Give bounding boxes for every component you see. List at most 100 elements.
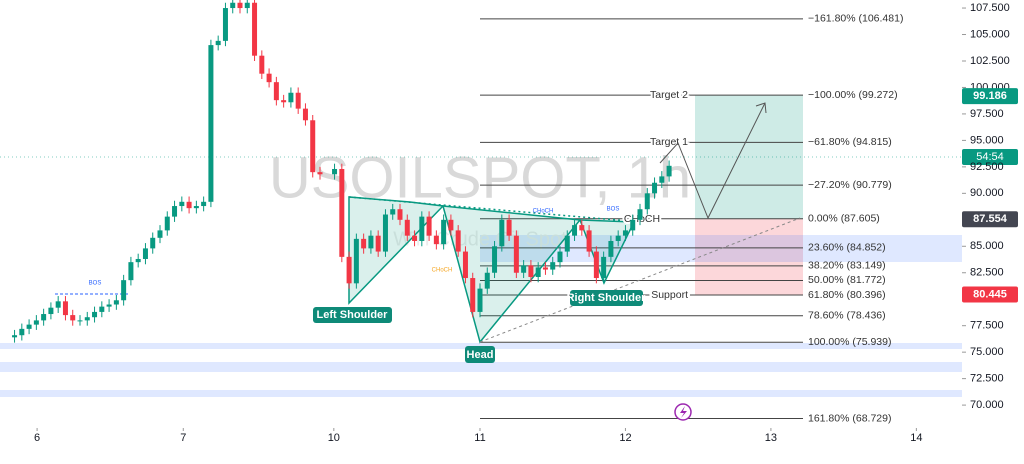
candle-body	[637, 209, 643, 220]
candle-body	[368, 235, 374, 249]
price-tag-label: 80.445	[973, 288, 1007, 300]
candle-body	[84, 317, 90, 321]
candle-body	[33, 320, 39, 325]
candle-body	[310, 120, 316, 173]
level-name: Target 1	[650, 136, 688, 148]
fib-label: 50.00% (81.772)	[808, 274, 886, 286]
y-tick-label: 82.500	[970, 267, 1004, 279]
price-tag	[962, 88, 1018, 105]
candle-body	[252, 2, 258, 56]
candle-body	[106, 304, 112, 307]
y-tick-label: 90.000	[970, 187, 1004, 199]
candle-body	[179, 201, 185, 207]
candle-body	[564, 235, 570, 252]
candle-body	[455, 230, 461, 252]
candle-body	[281, 100, 287, 103]
candle-body	[48, 307, 54, 315]
candle-body	[12, 335, 18, 338]
candle-body	[332, 168, 338, 175]
candle-body	[41, 314, 47, 321]
candle-body	[208, 45, 214, 202]
fib-label: 100.00% (75.939)	[808, 336, 891, 348]
candle-body	[652, 182, 658, 194]
candle-body	[70, 315, 76, 321]
candle-body	[492, 246, 498, 273]
y-tick-label: 85.000	[970, 240, 1004, 252]
y-tick-label: 70.000	[970, 399, 1004, 411]
candle-body	[172, 206, 178, 217]
x-tick-label: 11	[474, 432, 485, 444]
candle-body	[397, 209, 403, 220]
price-tag-label: 99.186	[973, 90, 1007, 102]
candle-body	[608, 240, 614, 257]
candle-body	[412, 235, 418, 241]
stop-zone	[695, 219, 803, 295]
x-tick-label: 7	[180, 432, 186, 444]
candle-body	[19, 328, 25, 336]
candle-body	[92, 311, 98, 318]
zone-band	[0, 390, 962, 397]
candle-body	[390, 209, 396, 215]
price-tag-label: 87.554	[973, 213, 1008, 225]
candle-body	[237, 2, 243, 9]
candle-body	[470, 278, 476, 312]
y-tick-label: 97.500	[970, 108, 1004, 120]
candle-body	[201, 201, 207, 207]
candle-body	[121, 280, 127, 301]
candle-body	[273, 82, 279, 101]
candle-body	[346, 256, 352, 284]
candle-body	[513, 235, 519, 273]
label-box	[570, 290, 643, 306]
fib-label: 0.00% (87.605)	[808, 212, 880, 224]
x-tick-label: 14	[910, 432, 922, 444]
y-tick-label: 107.500	[970, 2, 1010, 14]
candle-body	[361, 238, 367, 249]
countdown: 54:54	[976, 151, 1004, 163]
candle-body	[193, 206, 199, 209]
candle-body	[150, 237, 156, 249]
candle-body	[404, 219, 410, 236]
y-tick-label: 95.000	[970, 134, 1004, 146]
level-name: Support	[651, 289, 688, 301]
candle-body	[550, 262, 556, 270]
candle-body	[288, 92, 294, 103]
price-tag	[962, 211, 1018, 228]
candle-body	[62, 301, 68, 316]
candle-body	[55, 301, 61, 308]
candle-body	[506, 219, 512, 236]
y-tick-label: 75.000	[970, 346, 1004, 358]
choch-label: CHoCH	[533, 209, 554, 215]
y-tick-label: 77.500	[970, 320, 1004, 332]
fib-label: 23.60% (84.852)	[808, 242, 886, 254]
candle-body	[157, 230, 163, 238]
pattern-label: Head	[467, 349, 494, 361]
candle-body	[142, 248, 148, 259]
label-box	[313, 307, 392, 323]
candle-body	[586, 230, 592, 252]
axes: 107.500105.000102.500100.00097.50095.000…	[34, 2, 1018, 444]
candle-body	[26, 324, 32, 329]
candle-body	[419, 216, 425, 241]
candle-body	[542, 267, 548, 270]
bos-label: BOS	[607, 207, 620, 213]
candle-body	[295, 92, 301, 109]
candle-body	[375, 235, 381, 252]
fib-label: 38.20% (83.149)	[808, 260, 886, 272]
fib-label: 78.60% (78.436)	[808, 310, 886, 322]
countdown-box	[962, 149, 1018, 165]
candle-body	[622, 230, 628, 236]
x-tick-label: 13	[765, 432, 777, 444]
candle-body	[630, 219, 636, 231]
zone-band	[0, 362, 962, 372]
candle-body	[135, 258, 141, 263]
candle-body	[557, 251, 563, 263]
x-tick-label: 10	[328, 432, 340, 444]
candle-body	[666, 165, 672, 177]
x-tick-label: 12	[619, 432, 631, 444]
candle-body	[128, 262, 134, 281]
candle-body	[426, 216, 432, 236]
label-box	[465, 346, 495, 363]
price-axis	[962, 0, 1024, 464]
candle-body	[266, 73, 272, 83]
fib-label: −27.20% (90.779)	[808, 179, 892, 191]
